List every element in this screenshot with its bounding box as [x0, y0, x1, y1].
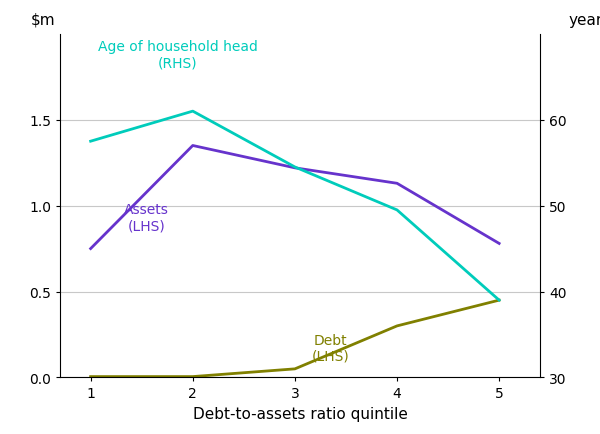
Text: Debt
(LHS): Debt (LHS): [312, 333, 350, 363]
X-axis label: Debt-to-assets ratio quintile: Debt-to-assets ratio quintile: [193, 406, 407, 421]
Text: years: years: [569, 13, 600, 28]
Text: Assets
(LHS): Assets (LHS): [124, 203, 169, 233]
Text: Age of household head
(RHS): Age of household head (RHS): [98, 40, 257, 70]
Text: $m: $m: [31, 13, 56, 28]
